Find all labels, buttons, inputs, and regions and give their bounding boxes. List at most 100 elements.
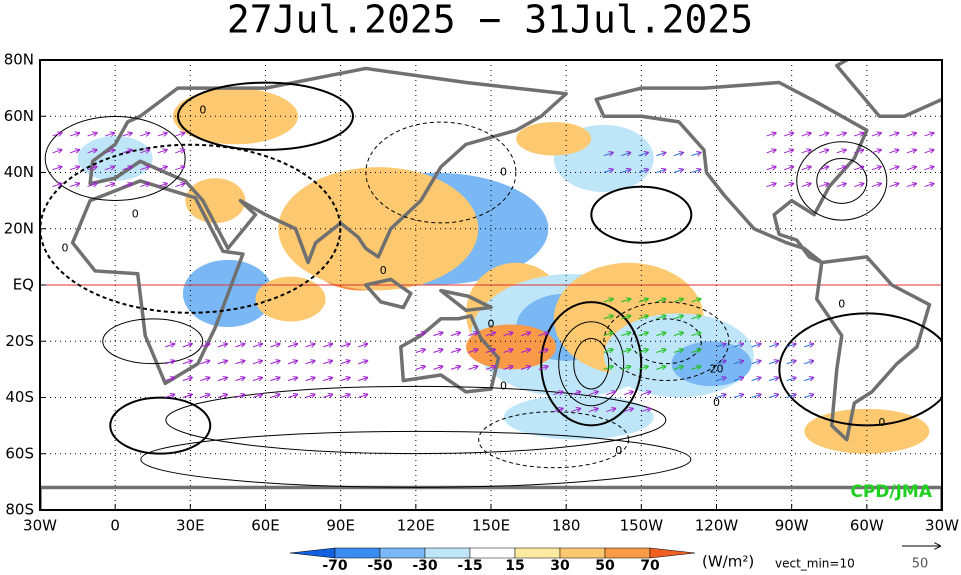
wind-vector: [733, 395, 743, 398]
wind-vector: [941, 169, 942, 170]
wind-vector: [673, 170, 683, 173]
wind-vector: [322, 361, 332, 364]
wind-vector: [801, 184, 811, 187]
wind-vector: [252, 361, 262, 364]
wind-vector: [433, 333, 442, 336]
wind-vector: [571, 392, 580, 395]
wind-vector: [836, 184, 846, 187]
contour-line: [478, 411, 630, 469]
wind-vector: [200, 395, 209, 398]
coastline: [835, 60, 942, 118]
wind-vector: [621, 170, 630, 173]
wind-vector: [305, 378, 315, 381]
contour-label: 0: [62, 241, 69, 254]
wind-vector: [165, 344, 174, 347]
wind-vector: [468, 350, 477, 353]
wind-vector: [322, 395, 332, 398]
wind-vector: [270, 344, 280, 347]
wind-vector: [287, 344, 297, 347]
wind-vector: [768, 344, 778, 347]
wind-vector: [538, 366, 548, 369]
wind-vector: [786, 361, 796, 364]
wind-vector: [450, 366, 460, 369]
wind-vector: [235, 395, 244, 398]
wind-vector: [87, 184, 97, 187]
wind-vector: [182, 361, 192, 364]
wind-vector: [87, 150, 97, 153]
contour-label: 0: [615, 444, 622, 457]
wind-vector: [871, 167, 881, 170]
wind-vector: [621, 350, 630, 353]
contour-label: 0: [878, 416, 885, 429]
wind-vector: [889, 184, 898, 187]
wind-vector: [623, 392, 633, 395]
wind-vector: [854, 184, 863, 187]
contour-line: [102, 318, 204, 365]
contour-line: [590, 185, 693, 244]
wind-vector: [656, 170, 665, 173]
latitude-label: 80S: [5, 501, 34, 519]
wind-vector: [638, 299, 648, 302]
wind-vector: [322, 378, 332, 381]
colorbar-cell: [559, 547, 606, 559]
wind-vector: [621, 333, 630, 336]
wind-vector: [656, 350, 665, 353]
wind-vector: [691, 170, 700, 173]
colorbar-label: -50: [367, 558, 393, 574]
title: 27Jul.2025 − 31Jul.2025: [227, 0, 753, 42]
longitude-label: 30W: [925, 517, 959, 535]
wind-vector: [305, 361, 315, 364]
wind-vector: [270, 361, 280, 364]
colorbar-cell: [424, 547, 471, 559]
wind-vector: [621, 153, 630, 156]
latitude-label: 60N: [4, 107, 34, 125]
wind-vector: [305, 395, 315, 398]
wind-vector: [766, 167, 776, 170]
wind-vector: [52, 150, 62, 153]
contour-line: [109, 396, 212, 455]
contour-line: [816, 158, 868, 204]
coastline: [399, 314, 501, 394]
contour-line: [558, 321, 625, 407]
wind-vector: [733, 378, 743, 381]
wind-vector: [691, 350, 700, 353]
wind-vector: [520, 350, 530, 353]
wind-vector: [924, 184, 933, 187]
wind-vector: [716, 361, 726, 364]
wind-vector: [340, 361, 350, 364]
wind-vector: [52, 133, 62, 136]
longitude-label: 90E: [326, 517, 355, 535]
contour-label: 0: [380, 264, 387, 277]
wind-vector: [553, 392, 563, 395]
wind-vector: [485, 366, 495, 369]
wind-vector: [252, 344, 262, 347]
wind-vector: [468, 366, 477, 369]
wind-vector: [716, 344, 726, 347]
vector-note: vect_min=10: [775, 557, 855, 571]
wind-vector: [621, 316, 630, 319]
wind-vector: [69, 167, 79, 170]
contour-line: [165, 385, 667, 455]
wind-vector: [673, 333, 683, 336]
wind-vector: [503, 366, 513, 369]
wind-vector: [157, 184, 167, 187]
wind-vector: [87, 133, 97, 136]
wind-vector: [165, 378, 174, 381]
wind-vector: [836, 167, 846, 170]
wind-vector: [175, 133, 184, 136]
wind-vector: [305, 344, 315, 347]
map-layers: 0 0 0 0 0 0 0 0 0 0 0 20: [40, 60, 942, 510]
longitude-label: 120E: [397, 517, 435, 535]
colorbar-cell: [469, 547, 516, 559]
wind-vector: [200, 378, 209, 381]
contour-line: [573, 338, 610, 390]
wind-vector: [733, 344, 743, 347]
wind-vector: [415, 333, 425, 336]
wind-vector: [340, 378, 350, 381]
wind-vector: [122, 150, 132, 153]
wind-vector: [182, 395, 192, 398]
wind-vector: [235, 344, 244, 347]
wind-vector: [175, 167, 184, 170]
colorbar-end: [289, 547, 336, 559]
coastline: [363, 277, 413, 310]
